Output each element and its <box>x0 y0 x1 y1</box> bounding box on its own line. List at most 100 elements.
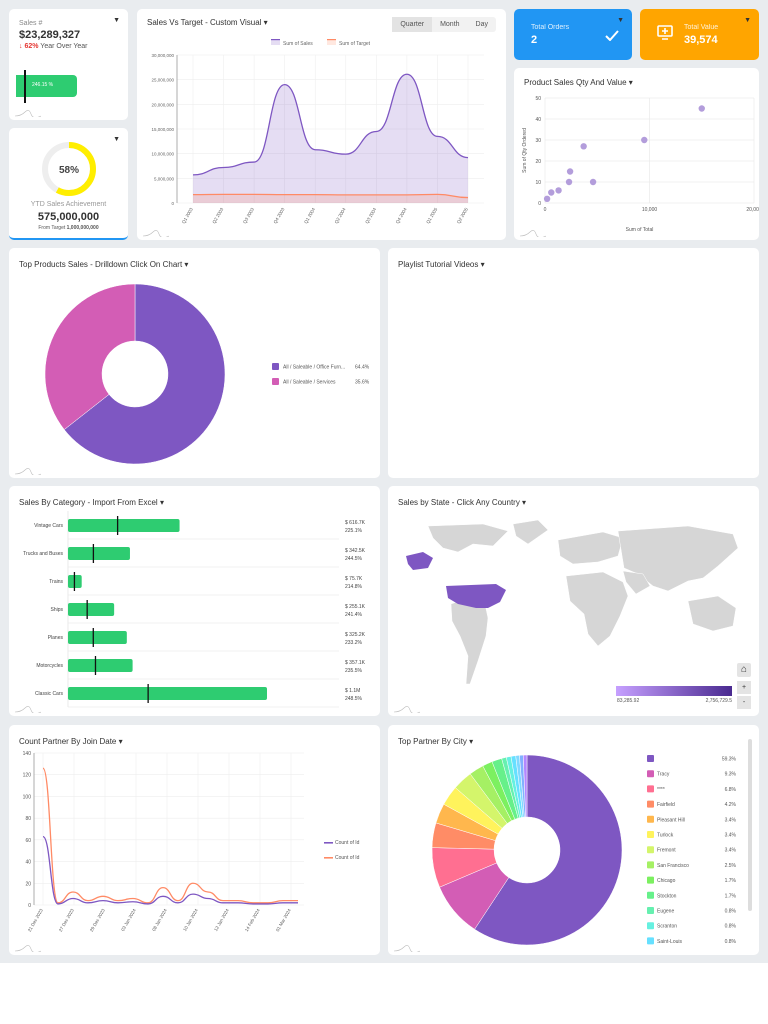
card-title[interactable]: Count Partner By Join Date <box>19 737 123 746</box>
toggle-month[interactable]: Month <box>440 21 460 28</box>
target-marker <box>116 516 119 535</box>
x-tick-label: 20,000 <box>746 207 759 213</box>
legend-value: 3.4% <box>725 848 737 854</box>
x-tick-label: 12 Jan 2024 <box>213 908 230 932</box>
legend-value: 6.8% <box>725 787 737 793</box>
y-tick-label: 20 <box>25 881 31 887</box>
x-tick-label: 08 Jan 2024 <box>151 908 168 932</box>
pct-label: 214.8% <box>345 584 363 590</box>
partner-city-card: Top Partner By City 59.3% Tracy 9.3% **** 6.… <box>388 725 759 955</box>
menu-caret-icon[interactable]: ▼ <box>744 17 751 24</box>
map-africa[interactable] <box>565 571 629 647</box>
y-tick-label: 25,000,000 <box>151 78 174 83</box>
map-mexico[interactable] <box>456 606 484 622</box>
map-united-states[interactable] <box>446 584 506 608</box>
legend-label: Fairfield <box>657 802 675 808</box>
scatter-point <box>555 187 562 194</box>
x-tick-label: Q3 2004 <box>364 207 377 225</box>
toggle-quarter[interactable]: Quarter <box>392 17 433 32</box>
menu-caret-icon[interactable]: ▼ <box>113 17 120 24</box>
series-line <box>192 193 469 199</box>
legend-value: 64.4% <box>355 365 370 371</box>
map-australia[interactable] <box>687 595 737 632</box>
card-title[interactable]: Sales Vs Target - Custom Visual <box>147 18 268 27</box>
series-area <box>193 194 468 203</box>
menu-caret-icon[interactable]: ▼ <box>113 136 120 143</box>
legend-swatch <box>271 39 280 45</box>
series-line <box>192 73 469 176</box>
y-tick-label: 120 <box>23 773 32 779</box>
y-tick-label: 60 <box>25 838 31 844</box>
scatter-point <box>548 189 555 196</box>
x-tick-label: 29 Dec 2023 <box>89 908 106 933</box>
map-canada[interactable] <box>427 523 509 553</box>
legend-value: 1.7% <box>725 878 737 884</box>
legend-swatch <box>647 800 654 808</box>
x-axis-label: Sum of Total <box>626 227 654 233</box>
category-bar-chart: Vintage Cars $ 616.7K 225.1% Trucks and Bus… <box>23 511 366 708</box>
card-title[interactable]: Sales by State - Click Any Country <box>398 498 526 507</box>
scatter-point <box>641 136 648 144</box>
total-value-card[interactable]: Total Value 39,574 ▼ <box>640 9 759 60</box>
card-title[interactable]: Top Partner By City <box>398 737 473 746</box>
down-arrow-icon: ↓ <box>19 43 25 50</box>
map-alaska[interactable] <box>406 552 433 570</box>
target-prefix: From Target <box>38 225 66 231</box>
card-title[interactable]: Sales By Category - Import From Excel <box>19 498 164 507</box>
progress-label: 246.15 % <box>32 82 54 88</box>
logo-icon <box>15 945 41 952</box>
legend-value: 0.8% <box>725 939 737 945</box>
pct-label: 235.5% <box>345 668 363 674</box>
donut-slice[interactable] <box>44 283 136 430</box>
home-button[interactable]: ⌂ <box>737 663 751 677</box>
world-map[interactable] <box>388 486 759 716</box>
logo-icon <box>143 230 169 237</box>
total-value-label: Total Value <box>684 24 719 31</box>
logo-icon <box>520 230 546 237</box>
total-orders-card[interactable]: Total Orders 2 ▼ <box>514 9 632 60</box>
series-area <box>193 74 468 204</box>
zoom-out-button[interactable]: - <box>737 696 751 709</box>
legend-max: 2,756,729.5 <box>705 698 732 704</box>
pct-label: 241.4% <box>345 612 363 618</box>
map-middle-east[interactable] <box>622 570 651 595</box>
menu-caret-icon[interactable]: ▼ <box>617 17 624 24</box>
donut-slice[interactable] <box>63 283 226 465</box>
x-tick-label: Q4 2004 <box>395 207 408 225</box>
ytd-target: From Target 1,000,000,000 <box>9 225 128 231</box>
top-products-donut[interactable]: All / Saleable / Office Furn... 64.4% All … <box>9 248 380 478</box>
card-title[interactable]: Top Products Sales - Drilldown Click On … <box>19 260 188 269</box>
y-axis-label: Sum of Qty Ordered <box>522 128 528 173</box>
legend-label: Turlock <box>657 833 674 839</box>
sales-card[interactable]: Sales # $23,289,327 ↓ 62% Year Over Year… <box>9 9 128 120</box>
map-greenland[interactable] <box>512 519 549 545</box>
map-europe[interactable] <box>557 531 624 565</box>
x-tick-label: Q2 2005 <box>456 207 469 225</box>
legend-scrollbar[interactable] <box>748 739 752 911</box>
ytd-card[interactable]: 58% YTD Sales Achievement 575,000,000 Fr… <box>9 128 128 240</box>
partner-city-donut[interactable]: 59.3% Tracy 9.3% **** 6.8% Fairfield 4.2% Pleas… <box>388 725 759 955</box>
target-marker <box>86 600 88 619</box>
y-tick-label: 10,000,000 <box>151 152 174 157</box>
ytd-value: 575,000,000 <box>37 211 100 223</box>
legend-value: 4.2% <box>725 802 737 808</box>
target-marker <box>92 544 95 563</box>
category-bar <box>68 659 133 672</box>
toggle-day[interactable]: Day <box>475 21 488 28</box>
y-tick-label: 30,000,000 <box>151 53 174 58</box>
legend-value: 2.5% <box>725 863 737 869</box>
legend-value: 0.8% <box>725 909 737 915</box>
logo-icon <box>394 706 420 713</box>
donut-slice[interactable] <box>474 754 623 946</box>
x-tick-label: Q1 2003 <box>181 207 194 225</box>
x-tick-label: 21 Dec 2023 <box>27 908 44 933</box>
target-marker <box>92 628 94 647</box>
card-title[interactable]: Product Sales Qty And Value <box>524 78 633 87</box>
x-tick-label: Q2 2004 <box>334 207 347 225</box>
x-tick-label: Q1 2005 <box>425 207 438 225</box>
home-icon: ⌂ <box>740 664 748 675</box>
card-title[interactable]: Playlist Tutorial Videos <box>398 260 485 269</box>
y-tick-label: 20,000,000 <box>151 102 174 107</box>
legend-label: Stockton <box>657 893 677 899</box>
zoom-in-button[interactable]: + <box>737 681 751 694</box>
